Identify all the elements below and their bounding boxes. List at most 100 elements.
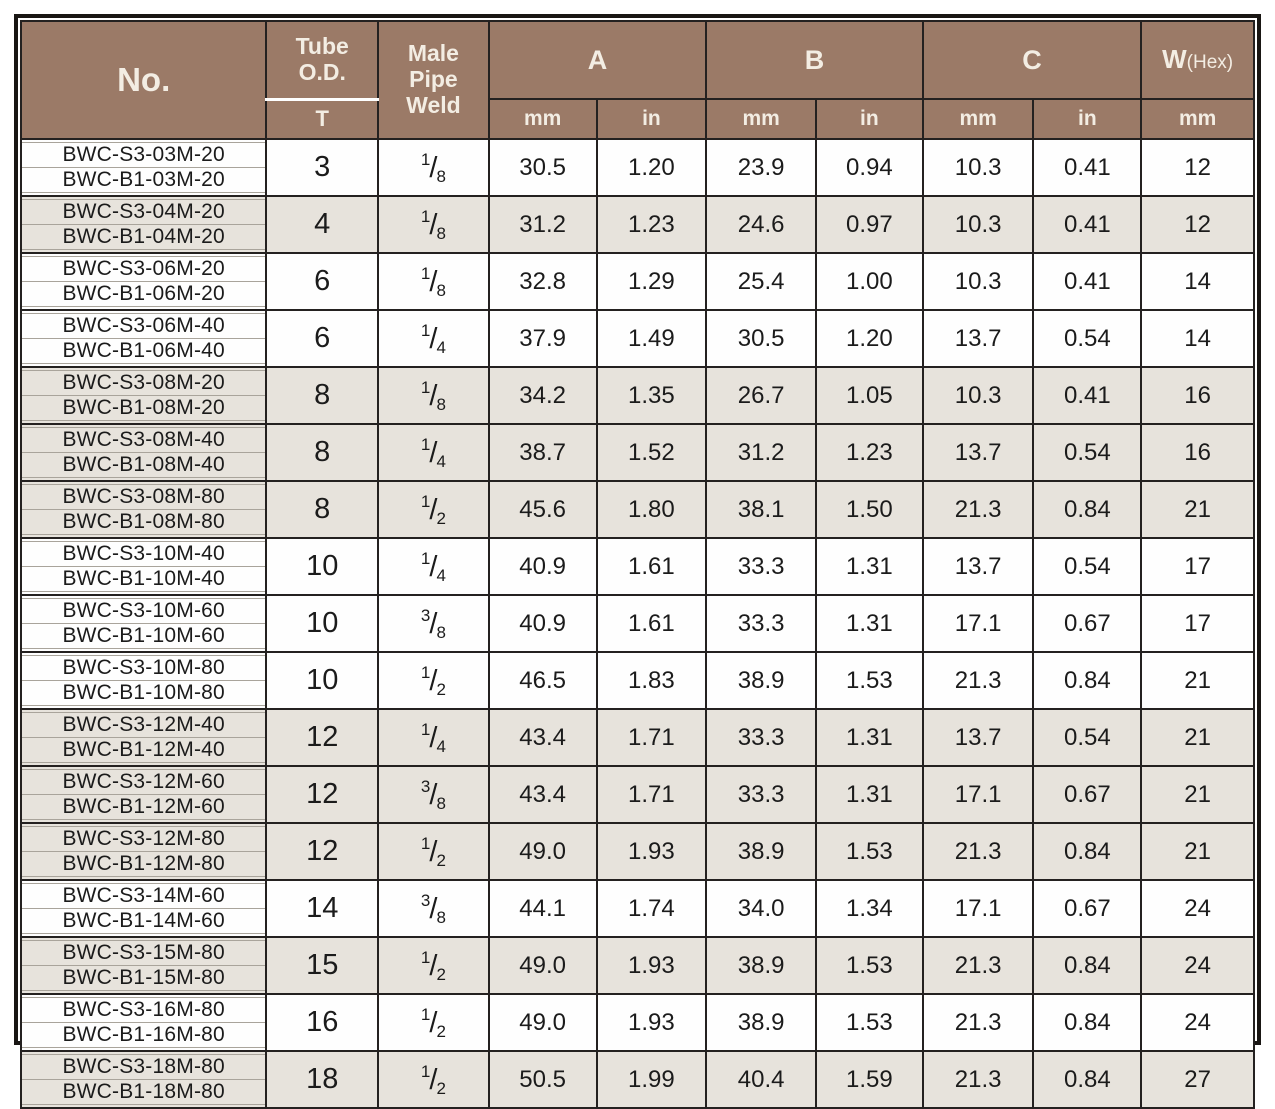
fraction-numerator: 1 (420, 149, 431, 169)
a-in-value: 1.71 (595, 708, 708, 767)
part-number-b1: BWC-B1-06M-40 (62, 339, 225, 362)
a-in-value: 1.61 (595, 537, 708, 596)
a-mm-value: 46.5 (487, 651, 598, 710)
part-number-stack: BWC-S3-18M-80 BWC-B1-18M-80 (23, 1054, 265, 1105)
part-number-b1: BWC-B1-16M-80 (62, 1023, 225, 1046)
male-pipe-weld-value: 1/8 (377, 252, 490, 311)
male-pipe-weld-value: 1/4 (377, 708, 490, 767)
a-mm-value: 31.2 (487, 195, 598, 254)
fraction-denominator: 2 (436, 679, 446, 699)
part-number-stack: BWC-S3-12M-40 BWC-B1-12M-40 (23, 712, 265, 763)
part-number-cell: BWC-S3-10M-40 BWC-B1-10M-40 (19, 537, 268, 596)
a-mm-value: 40.9 (487, 594, 598, 653)
fraction-slash: / (429, 607, 438, 640)
table-row: BWC-S3-10M-80 BWC-B1-10M-80 10 1/2 46.5 … (19, 651, 1255, 710)
a-mm-value: 45.6 (487, 480, 598, 539)
part-number-stack: BWC-S3-15M-80 BWC-B1-15M-80 (23, 940, 265, 991)
part-number-cell: BWC-S3-15M-80 BWC-B1-15M-80 (19, 936, 268, 995)
a-in-value: 1.93 (595, 936, 708, 995)
c-in-value: 0.41 (1032, 138, 1143, 197)
w-hex-value: 21 (1140, 708, 1255, 767)
part-number-cell: BWC-S3-14M-60 BWC-B1-14M-60 (19, 879, 268, 938)
c-in-value: 0.41 (1032, 252, 1143, 311)
tube-od-value: 8 (265, 423, 380, 482)
table-row: BWC-S3-08M-80 BWC-B1-08M-80 8 1/2 45.6 1… (19, 480, 1255, 539)
b-in-value: 1.31 (815, 765, 924, 824)
fraction-slash: / (429, 778, 438, 811)
a-in-value: 1.61 (595, 594, 708, 653)
part-number-stack: BWC-S3-08M-40 BWC-B1-08M-40 (23, 427, 265, 478)
part-number-stack: BWC-S3-12M-80 BWC-B1-12M-80 (23, 826, 265, 877)
part-number-stack: BWC-S3-04M-20 BWC-B1-04M-20 (23, 199, 265, 250)
tube-od-value: 14 (265, 879, 380, 938)
fraction-numerator: 3 (420, 776, 431, 796)
part-number-s3: BWC-S3-10M-80 (23, 656, 265, 681)
fraction-slash: / (429, 151, 438, 184)
c-mm-value: 21.3 (921, 936, 1035, 995)
w-hex-value: 14 (1140, 309, 1255, 368)
part-number-s3: BWC-S3-06M-40 (23, 314, 265, 339)
a-in-value: 1.74 (595, 879, 708, 938)
c-in-value: 0.84 (1032, 936, 1143, 995)
part-number-b1: BWC-B1-12M-60 (62, 795, 225, 818)
b-mm-value: 33.3 (705, 708, 817, 767)
b-in-value: 1.59 (815, 1050, 924, 1109)
b-mm-value: 25.4 (705, 252, 817, 311)
part-number-stack: BWC-S3-10M-80 BWC-B1-10M-80 (23, 655, 265, 706)
c-in-value: 0.54 (1032, 309, 1143, 368)
a-in-value: 1.83 (595, 651, 708, 710)
a-mm-value: 40.9 (487, 537, 598, 596)
b-mm-value: 24.6 (705, 195, 817, 254)
b-in-value: 1.23 (815, 423, 924, 482)
tube-od-value: 18 (265, 1050, 380, 1109)
w-hex-value: 17 (1140, 537, 1255, 596)
fraction-numerator: 1 (420, 434, 431, 454)
part-number-s3: BWC-S3-08M-20 (23, 371, 265, 396)
part-number-cell: BWC-S3-12M-40 BWC-B1-12M-40 (19, 708, 268, 767)
tube-od-value: 6 (265, 252, 380, 311)
c-mm-value: 21.3 (921, 651, 1035, 710)
tube-od-value: 10 (265, 594, 380, 653)
b-in-value: 1.31 (815, 537, 924, 596)
b-mm-value: 30.5 (705, 309, 817, 368)
male-pipe-weld-value: 3/8 (377, 594, 490, 653)
a-in-value: 1.80 (595, 480, 708, 539)
pipe-size-fraction: 3/8 (420, 776, 446, 812)
fraction-numerator: 1 (420, 833, 431, 853)
c-in-value: 0.41 (1032, 195, 1143, 254)
fraction-denominator: 8 (436, 394, 446, 414)
male-pipe-weld-value: 3/8 (377, 879, 490, 938)
fraction-numerator: 1 (420, 1004, 431, 1024)
col-header-c-mm: mm (921, 98, 1035, 140)
c-mm-value: 17.1 (921, 879, 1035, 938)
c-in-value: 0.84 (1032, 993, 1143, 1052)
b-in-value: 1.34 (815, 879, 924, 938)
b-in-value: 1.53 (815, 936, 924, 995)
fraction-denominator: 2 (436, 850, 446, 870)
c-in-value: 0.54 (1032, 708, 1143, 767)
fraction-numerator: 1 (420, 263, 431, 283)
part-number-b1: BWC-B1-08M-20 (62, 396, 225, 419)
w-hex-value: 12 (1140, 195, 1255, 254)
c-in-value: 0.84 (1032, 1050, 1143, 1109)
b-mm-value: 40.4 (705, 1050, 817, 1109)
fraction-denominator: 2 (436, 508, 446, 528)
w-hex-label: (Hex) (1186, 52, 1234, 74)
fraction-numerator: 1 (420, 320, 431, 340)
tube-od-line1: Tube (295, 33, 349, 59)
c-in-value: 0.41 (1032, 366, 1143, 425)
table-row: BWC-S3-06M-20 BWC-B1-06M-20 6 1/8 32.8 1… (19, 252, 1255, 311)
c-in-value: 0.67 (1032, 879, 1143, 938)
part-number-b1: BWC-B1-12M-40 (62, 738, 225, 761)
w-hex-value: 21 (1140, 651, 1255, 710)
c-mm-value: 10.3 (921, 252, 1035, 311)
part-number-stack: BWC-S3-14M-60 BWC-B1-14M-60 (23, 883, 265, 934)
col-header-b-mm: mm (705, 98, 817, 140)
fraction-denominator: 8 (436, 907, 446, 927)
b-mm-value: 38.9 (705, 993, 817, 1052)
table-row: BWC-S3-06M-40 BWC-B1-06M-40 6 1/4 37.9 1… (19, 309, 1255, 368)
a-in-value: 1.99 (595, 1050, 708, 1109)
table-row: BWC-S3-15M-80 BWC-B1-15M-80 15 1/2 49.0 … (19, 936, 1255, 995)
col-header-a-in: in (595, 98, 708, 140)
fraction-denominator: 8 (436, 280, 446, 300)
